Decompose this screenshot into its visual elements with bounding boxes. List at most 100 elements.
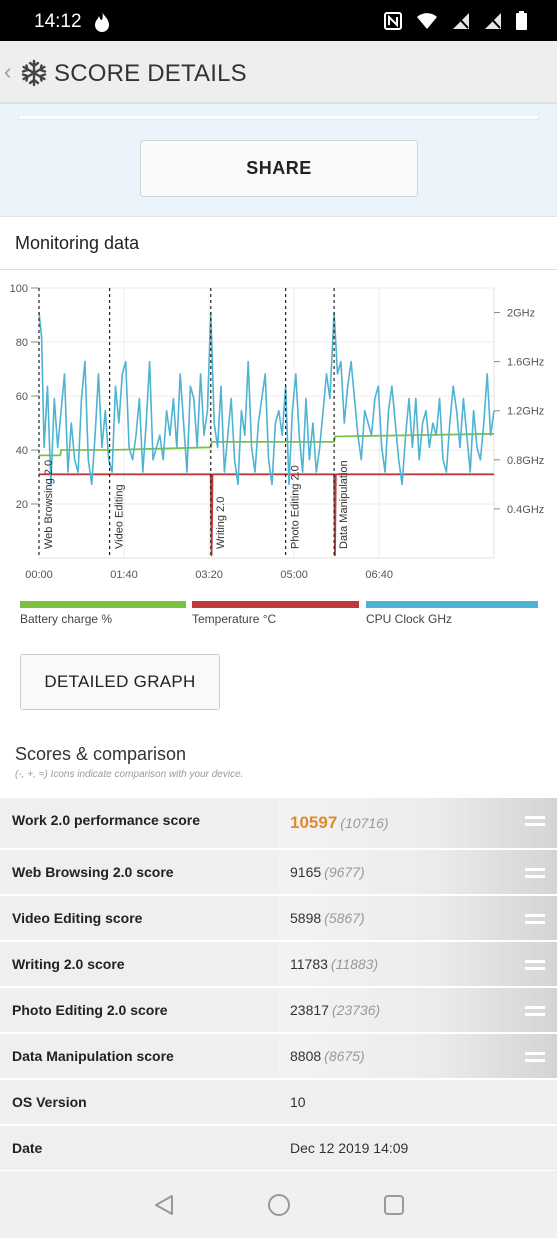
- score-value: 10597 (10716): [290, 813, 389, 833]
- score-number: 10597: [290, 813, 338, 832]
- x-tick-label: 05:00: [280, 569, 308, 581]
- score-row-writing[interactable]: Writing 2.0 score 11783 (11883): [0, 942, 557, 988]
- y-right-tick-label: 2GHz: [507, 308, 535, 320]
- equal-icon: [525, 1006, 545, 1016]
- scores-subtitle: (-, +, =) Icons indicate comparison with…: [15, 769, 244, 780]
- nfc-icon: [384, 11, 402, 35]
- score-value-cell: 8808 (8675): [279, 1034, 557, 1078]
- legend-cpu-swatch: [366, 601, 538, 608]
- score-value-cell: 11783 (11883): [279, 942, 557, 986]
- legend-battery-label: Battery charge %: [20, 612, 113, 626]
- score-compare: (23736): [331, 1002, 381, 1018]
- score-row-data-manipulation[interactable]: Data Manipulation score 8808 (8675): [0, 1034, 557, 1080]
- app-bar: ‹ SCORE DETAILS: [0, 41, 557, 104]
- section-label: Video Editing: [114, 484, 126, 549]
- score-row-video-editing[interactable]: Video Editing score 5898 (5867): [0, 896, 557, 942]
- nav-recents-icon[interactable]: [382, 1193, 406, 1222]
- legend-cpu: CPU Clock GHz: [366, 601, 538, 631]
- equal-icon: [525, 868, 545, 878]
- share-section: SHARE: [0, 106, 557, 216]
- y-left-tick-label: 80: [16, 337, 28, 349]
- app-notification-icon: [92, 11, 112, 38]
- x-tick-label: 06:40: [365, 569, 393, 581]
- score-value-cell: 9165 (9677): [279, 850, 557, 894]
- nav-home-icon[interactable]: [267, 1193, 291, 1222]
- score-value: 9165 (9677): [290, 864, 365, 880]
- score-label: Web Browsing 2.0 score: [12, 864, 174, 880]
- legend-temperature-swatch: [192, 601, 359, 608]
- monitoring-panel: Monitoring data 00:00 01:40 03:20 05:00 06:4…: [0, 216, 557, 1172]
- score-compare: (5867): [324, 910, 365, 926]
- y-right-tick-label: 0.8GHz: [507, 455, 544, 467]
- score-number: 9165: [290, 864, 322, 880]
- signal-off-icon: [452, 12, 470, 35]
- info-row-os-version: OS Version 10: [0, 1080, 557, 1126]
- score-value: 8808 (8675): [290, 1048, 365, 1064]
- monitoring-title: Monitoring data: [15, 233, 140, 253]
- snowflake-logo-icon[interactable]: [20, 59, 48, 92]
- scores-table: Work 2.0 performance score 10597 (10716) …: [0, 798, 557, 1172]
- score-number: 5898: [290, 910, 322, 926]
- info-value-cell: 10: [279, 1080, 557, 1124]
- info-label: Date: [12, 1140, 43, 1156]
- score-number: 8808: [290, 1048, 322, 1064]
- monitoring-chart: 00:00 01:40 03:20 05:00 06:40 20 40 60 80 100 0.4G…: [0, 278, 557, 588]
- score-label: Video Editing score: [12, 910, 143, 926]
- score-compare: (9677): [324, 864, 365, 880]
- score-number: 23817: [290, 1002, 329, 1018]
- y-left-tick-label: 100: [10, 283, 28, 295]
- monitoring-header: Monitoring data: [0, 216, 557, 270]
- detailed-graph-button[interactable]: DETAILED GRAPH: [20, 654, 220, 710]
- x-tick-label: 01:40: [110, 569, 138, 581]
- score-value-cell: 5898 (5867): [279, 896, 557, 940]
- section-label: Web Browsing 2.0: [43, 460, 55, 549]
- share-button[interactable]: SHARE: [140, 140, 418, 197]
- score-row-work[interactable]: Work 2.0 performance score 10597 (10716): [0, 798, 557, 850]
- series-line-2: [38, 311, 495, 486]
- nav-back-icon[interactable]: [152, 1193, 176, 1222]
- section-label: Data Manipulation: [338, 460, 350, 549]
- y-left-tick-label: 40: [16, 445, 28, 457]
- equal-icon: [525, 960, 545, 970]
- equal-icon: [525, 816, 545, 826]
- info-value-cell: Dec 12 2019 14:09: [279, 1126, 557, 1170]
- status-bar: 14:12: [0, 0, 557, 41]
- legend-temperature-label: Temperature °C: [192, 612, 277, 626]
- score-label: Work 2.0 performance score: [12, 812, 201, 828]
- equal-icon: [525, 914, 545, 924]
- equal-icon: [525, 1052, 545, 1062]
- y-left-tick-label: 60: [16, 391, 28, 403]
- score-row-photo-editing[interactable]: Photo Editing 2.0 score 23817 (23736): [0, 988, 557, 1034]
- x-tick-label: 00:00: [25, 569, 53, 581]
- score-value-cell: 23817 (23736): [279, 988, 557, 1032]
- info-row-date: Date Dec 12 2019 14:09: [0, 1126, 557, 1172]
- legend-battery: Battery charge %: [20, 601, 186, 631]
- legend-cpu-label: CPU Clock GHz: [366, 612, 453, 626]
- card-edge: [18, 116, 539, 120]
- scores-title: Scores & comparison: [15, 744, 187, 764]
- legend-battery-swatch: [20, 601, 186, 608]
- x-tick-label: 03:20: [195, 569, 223, 581]
- score-label: Photo Editing 2.0 score: [12, 1002, 168, 1018]
- back-chevron-icon[interactable]: ‹: [4, 59, 12, 84]
- score-value: 23817 (23736): [290, 1002, 380, 1018]
- status-time: 14:12: [34, 11, 82, 32]
- score-value: 11783 (11883): [290, 956, 378, 972]
- legend-temperature: Temperature °C: [192, 601, 359, 631]
- battery-icon: [516, 11, 527, 35]
- score-value-cell: 10597 (10716): [279, 798, 557, 848]
- monitoring-chart-svg: 00:00 01:40 03:20 05:00 06:40 20 40 60 80 100 0.4G…: [10, 283, 545, 581]
- info-value: Dec 12 2019 14:09: [290, 1140, 409, 1156]
- y-right-tick-label: 0.4GHz: [507, 504, 544, 516]
- score-compare: (8675): [324, 1048, 365, 1064]
- score-row-web-browsing[interactable]: Web Browsing 2.0 score 9165 (9677): [0, 850, 557, 896]
- y-right-tick-label: 1.2GHz: [507, 406, 544, 418]
- score-label: Data Manipulation score: [12, 1048, 174, 1064]
- section-label: Writing 2.0: [215, 497, 227, 549]
- info-label: OS Version: [12, 1094, 87, 1110]
- score-compare: (10716): [340, 815, 389, 831]
- wifi-icon: [416, 12, 438, 35]
- y-left-tick-label: 20: [16, 499, 28, 511]
- score-label: Writing 2.0 score: [12, 956, 125, 972]
- section-label: Photo Editing 2.0: [290, 465, 302, 549]
